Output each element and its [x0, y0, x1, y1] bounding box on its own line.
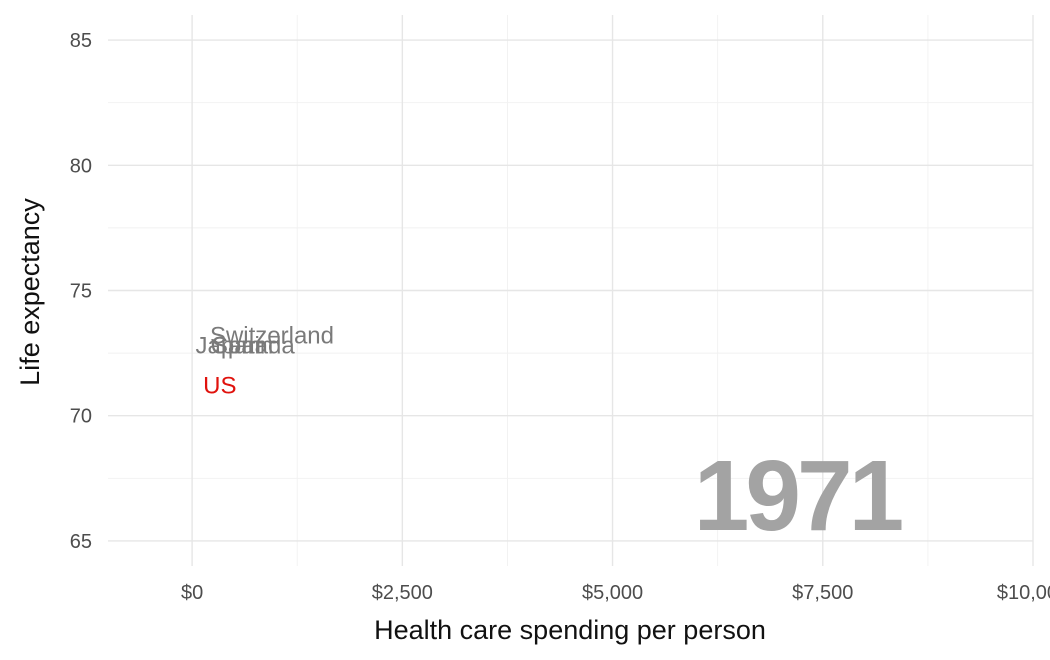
y-tick-label: 80	[70, 155, 92, 177]
x-tick-labels: $0 $2,500 $5,000 $7,500 $10,000	[181, 582, 1050, 604]
country-label: Canada	[211, 333, 296, 360]
x-tick-label: $7,500	[792, 582, 853, 604]
country-label: US	[203, 373, 236, 400]
x-tick-label: $0	[181, 582, 203, 604]
year-label: 1971	[694, 440, 902, 552]
country-label: Spain	[212, 333, 273, 360]
y-tick-label: 70	[70, 406, 92, 428]
x-tick-label: $5,000	[582, 582, 643, 604]
y-tick-label: 75	[70, 281, 92, 303]
y-axis-title: Life expectancy	[15, 198, 45, 386]
country-label: Japan	[196, 333, 261, 360]
x-tick-label: $10,000	[997, 582, 1050, 604]
y-tick-label: 85	[70, 30, 92, 52]
y-tick-labels: 65 70 75 80 85	[70, 30, 92, 553]
country-label: Switzerland	[210, 323, 334, 350]
grid	[108, 15, 1034, 566]
x-tick-label: $2,500	[372, 582, 433, 604]
y-tick-label: 65	[70, 531, 92, 553]
x-axis-title: Health care spending per person	[374, 615, 766, 645]
